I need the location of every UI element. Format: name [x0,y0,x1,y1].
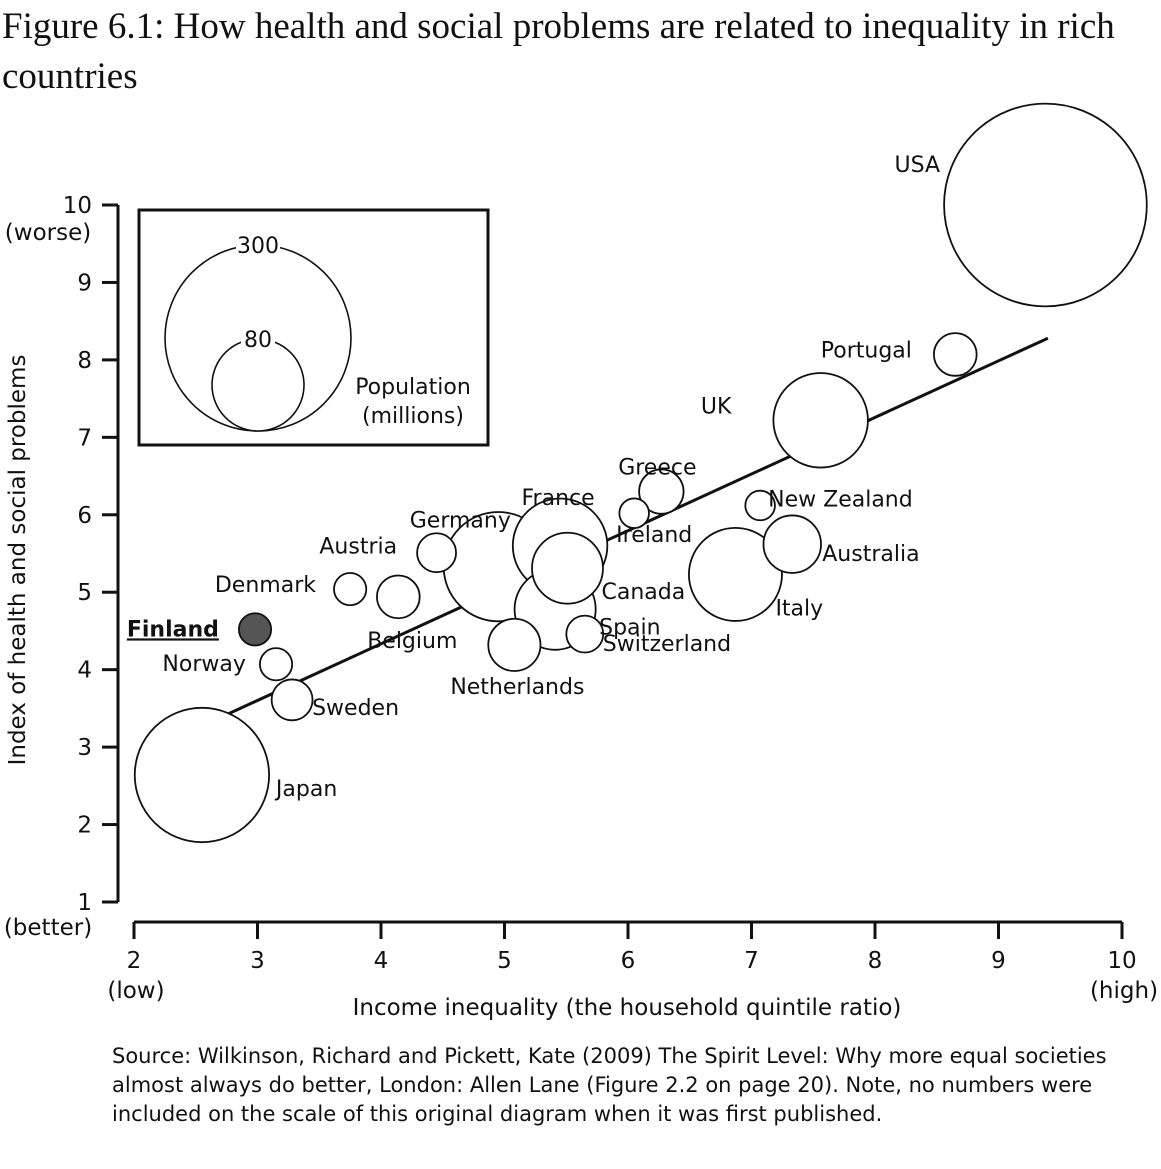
bubble-netherlands [487,617,542,672]
label-italy: Italy [775,596,823,621]
y-tick-label: 9 [77,270,92,296]
y-low-label: (better) [4,915,92,941]
bubble-new-zealand [744,489,776,522]
x-tick-label: 3 [250,948,265,974]
legend-subtitle: (millions) [362,404,464,429]
legend-size-300: 300 [237,234,279,259]
label-belgium: Belgium [367,629,457,654]
y-axis-title: Index of health and social problems [5,355,31,766]
legend-size-80: 80 [244,328,272,353]
bubble-canada [531,531,604,605]
label-sweden: Sweden [312,696,399,721]
legend-label-bg [241,327,275,349]
label-greece: Greece [618,456,696,481]
y-tick-label: 10 [63,193,92,219]
legend-box [137,208,490,447]
y-tick-label: 6 [77,503,92,529]
label-switzerland: Switzerland [603,632,731,657]
source-note: Source: Wilkinson, Richard and Pickett, … [112,1044,1107,1126]
bubble-australia [762,514,822,574]
label-usa: USA [895,153,941,178]
bubble-greece [638,468,685,515]
bubble-ireland [618,497,650,529]
y-tick-label: 8 [77,348,92,374]
y-tick-label: 4 [77,658,92,684]
label-germany: Germany [410,509,511,534]
x-tick-label: 6 [621,948,636,974]
bubble-norway [258,647,294,682]
figure-title: Figure 6.1: How health and social proble… [2,6,1115,97]
label-ireland: Ireland [616,523,692,548]
x-low-label: (low) [107,978,164,1004]
y-tick-label: 3 [77,735,92,761]
bubble-sweden [270,678,314,722]
bubble-switzerland [565,614,605,654]
y-tick-label: 7 [77,425,92,451]
legend-title: Population [355,375,471,400]
bubble-usa [943,102,1148,308]
label-spain: Spain [599,615,660,640]
x-tick-label: 10 [1107,948,1136,974]
x-high-label: (high) [1090,978,1158,1004]
x-tick-label: 5 [497,948,512,974]
x-tick-label: 7 [744,948,759,974]
bubble-denmark [333,572,368,607]
y-high-label: (worse) [5,220,91,246]
y-tick-label: 1 [77,890,92,916]
label-australia: Australia [822,542,919,567]
x-tick-label: 2 [127,948,142,974]
x-tick-label: 4 [374,948,389,974]
bubble-uk [772,372,869,469]
label-norway: Norway [162,652,245,677]
bubble-austria [416,532,457,574]
label-portugal: Portugal [821,338,912,363]
label-netherlands: Netherlands [450,675,584,700]
y-tick-label: 2 [77,813,92,839]
label-japan: Japan [274,777,337,802]
legend-label-bg [236,233,280,255]
label-new-zealand: New Zealand [768,487,913,512]
label-france: France [521,486,594,511]
label-uk: UK [701,394,732,419]
label-denmark: Denmark [215,573,316,598]
label-finland: Finland [127,617,219,642]
bubble-finland [237,612,273,647]
x-tick-label: 9 [991,948,1006,974]
y-tick-label: 5 [77,580,92,606]
bubble-portugal [933,332,978,377]
bubble-belgium [376,574,421,620]
x-tick-label: 8 [868,948,883,974]
x-axis-title: Income inequality (the household quintil… [353,995,902,1021]
label-canada: Canada [601,580,685,605]
label-austria: Austria [319,535,397,560]
bubble-japan [133,706,270,844]
bubble-italy [688,526,783,622]
